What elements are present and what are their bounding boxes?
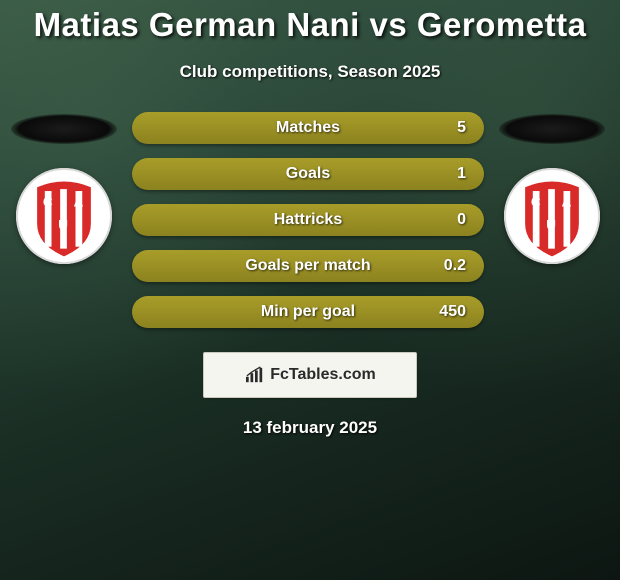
stat-bar: Goals per match0.2	[132, 250, 484, 282]
content-wrapper: Matias German Nani vs Gerometta Club com…	[0, 0, 620, 580]
stat-value-right: 450	[439, 303, 466, 321]
svg-text:U: U	[546, 217, 556, 232]
club-badge-left: C A U	[16, 168, 112, 264]
bar-chart-icon	[244, 366, 266, 384]
stat-bar: Matches5	[132, 112, 484, 144]
player-right-column: C A U	[496, 110, 608, 264]
stat-value-right: 1	[457, 165, 466, 183]
stat-value-right: 5	[457, 119, 466, 137]
svg-text:U: U	[58, 217, 68, 232]
svg-text:A: A	[74, 194, 84, 209]
svg-text:C: C	[531, 194, 541, 209]
stat-label: Min per goal	[132, 303, 484, 321]
player-left-silhouette	[11, 114, 117, 144]
svg-text:C: C	[43, 194, 53, 209]
brand-box: FcTables.com	[203, 352, 417, 398]
brand-label: FcTables.com	[270, 366, 376, 384]
main-row: C A U Matches5 Goals1 Hattricks0 Goals per …	[0, 110, 620, 328]
stat-bar: Goals1	[132, 158, 484, 190]
shield-icon: C A U	[16, 168, 112, 264]
stat-label: Hattricks	[132, 211, 484, 229]
stat-value-right: 0	[457, 211, 466, 229]
shield-icon: C A U	[504, 168, 600, 264]
page-title: Matias German Nani vs Gerometta	[34, 6, 587, 44]
player-right-silhouette	[499, 114, 605, 144]
stat-label: Goals per match	[132, 257, 484, 275]
svg-text:A: A	[562, 194, 572, 209]
page-subtitle: Club competitions, Season 2025	[180, 62, 441, 82]
stat-label: Matches	[132, 119, 484, 137]
stats-list: Matches5Goals1Hattricks0Goals per match0…	[132, 110, 484, 328]
club-badge-right: C A U	[504, 168, 600, 264]
stat-value-right: 0.2	[444, 257, 466, 275]
player-left-column: C A U	[8, 110, 120, 264]
stat-bar: Min per goal450	[132, 296, 484, 328]
stat-label: Goals	[132, 165, 484, 183]
stat-bar: Hattricks0	[132, 204, 484, 236]
date-label: 13 february 2025	[243, 418, 377, 438]
